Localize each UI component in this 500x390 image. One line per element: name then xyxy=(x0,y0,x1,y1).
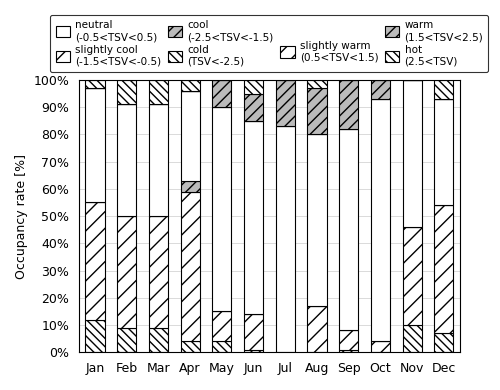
Bar xyxy=(86,202,104,319)
Bar xyxy=(244,80,263,94)
Bar xyxy=(212,341,232,352)
Bar xyxy=(276,80,295,126)
Bar xyxy=(434,333,454,352)
Bar xyxy=(434,99,454,205)
Bar xyxy=(180,191,200,341)
Bar xyxy=(244,121,263,314)
Bar xyxy=(180,341,200,352)
Bar xyxy=(244,314,263,349)
Bar xyxy=(402,80,421,227)
Bar xyxy=(180,181,200,191)
Bar xyxy=(308,135,326,306)
Bar xyxy=(86,80,104,88)
Bar xyxy=(212,80,232,107)
Bar xyxy=(212,107,232,312)
Bar xyxy=(149,216,168,328)
Bar xyxy=(308,80,326,88)
Bar xyxy=(434,80,454,99)
Bar xyxy=(339,330,358,349)
Bar xyxy=(308,306,326,352)
Bar xyxy=(212,312,232,341)
Bar xyxy=(308,88,326,135)
Bar xyxy=(434,205,454,333)
Bar xyxy=(339,80,358,129)
Y-axis label: Occupancy rate [%]: Occupancy rate [%] xyxy=(15,154,28,278)
Bar xyxy=(117,80,136,105)
Bar xyxy=(117,105,136,216)
Bar xyxy=(371,80,390,99)
Bar xyxy=(276,126,295,352)
Bar xyxy=(86,88,104,202)
Bar xyxy=(244,349,263,352)
Bar xyxy=(371,99,390,341)
Bar xyxy=(180,80,200,91)
Legend: neutral
(-0.5<TSV<0.5), slightly cool
(-1.5<TSV<-0.5), cool
(-2.5<TSV<-1.5), col: neutral (-0.5<TSV<0.5), slightly cool (-… xyxy=(50,15,488,72)
Bar xyxy=(149,328,168,352)
Bar xyxy=(402,325,421,352)
Bar xyxy=(339,349,358,352)
Bar xyxy=(86,319,104,352)
Bar xyxy=(117,216,136,328)
Bar xyxy=(402,227,421,325)
Bar xyxy=(180,91,200,181)
Bar xyxy=(117,328,136,352)
Bar xyxy=(149,80,168,105)
Bar xyxy=(244,94,263,121)
Bar xyxy=(339,129,358,330)
Bar xyxy=(149,105,168,216)
Bar xyxy=(371,341,390,352)
